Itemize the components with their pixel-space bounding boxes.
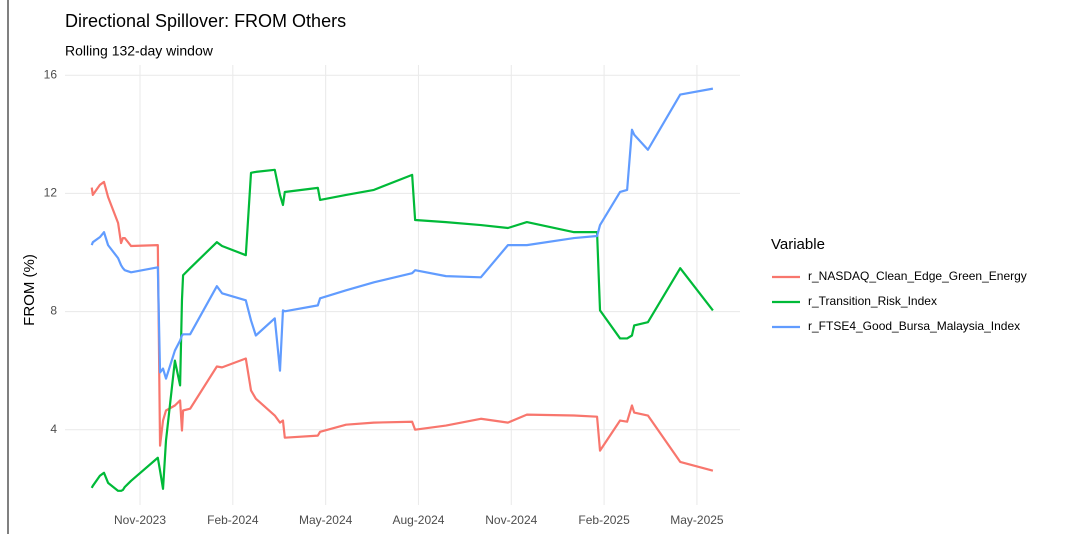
x-tick-label: Feb-2025 (578, 513, 630, 527)
grid (65, 65, 740, 505)
x-tick-label: Nov-2024 (485, 513, 537, 527)
lines (90, 87, 714, 492)
legend: Variable r_NASDAQ_Clean_Edge_Green_Energ… (771, 236, 1027, 333)
legend-label: r_NASDAQ_Clean_Edge_Green_Energy (808, 269, 1027, 283)
y-axis-label: FROM (%) (21, 254, 38, 326)
legend-label: r_FTSE4_Good_Bursa_Malaysia_Index (808, 319, 1020, 333)
series-line (90, 180, 714, 472)
y-tick-label: 12 (44, 186, 58, 200)
series-line (90, 87, 714, 380)
chart-subtitle: Rolling 132-day window (65, 43, 214, 59)
x-tick-label: Nov-2023 (114, 513, 166, 527)
series-line (90, 168, 714, 492)
y-tick-label: 8 (50, 304, 57, 318)
x-tick-label: Feb-2024 (207, 513, 259, 527)
x-tick-label: May-2025 (670, 513, 724, 527)
x-tick-label: Aug-2024 (392, 513, 444, 527)
y-tick-label: 4 (50, 422, 57, 436)
legend-title: Variable (771, 236, 825, 253)
legend-label: r_Transition_Risk_Index (808, 294, 937, 308)
y-tick-label: 16 (44, 68, 58, 82)
chart-title: Directional Spillover: FROM Others (65, 11, 346, 31)
x-tick-label: May-2024 (299, 513, 353, 527)
